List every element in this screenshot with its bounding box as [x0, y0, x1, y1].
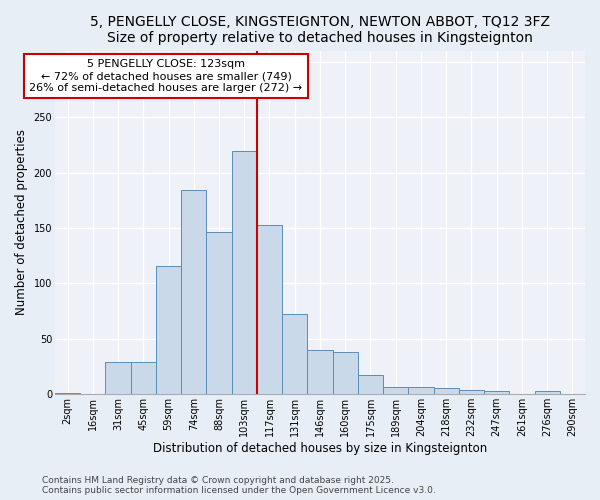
Bar [282, 314, 307, 394]
Bar [484, 391, 509, 394]
Bar [206, 232, 232, 394]
Bar [257, 224, 282, 394]
Bar [156, 266, 181, 394]
X-axis label: Distribution of detached houses by size in Kingsteignton: Distribution of detached houses by size … [153, 442, 487, 455]
Bar [383, 386, 409, 394]
Bar [55, 393, 80, 394]
Bar [358, 376, 383, 394]
Bar [459, 390, 484, 394]
Bar [409, 386, 434, 394]
Bar [106, 362, 131, 394]
Text: Contains HM Land Registry data © Crown copyright and database right 2025.
Contai: Contains HM Land Registry data © Crown c… [42, 476, 436, 495]
Bar [131, 362, 156, 394]
Bar [181, 190, 206, 394]
Text: 5 PENGELLY CLOSE: 123sqm
← 72% of detached houses are smaller (749)
26% of semi-: 5 PENGELLY CLOSE: 123sqm ← 72% of detach… [29, 60, 302, 92]
Bar [232, 152, 257, 394]
Bar [307, 350, 332, 395]
Bar [332, 352, 358, 395]
Y-axis label: Number of detached properties: Number of detached properties [15, 130, 28, 316]
Bar [535, 391, 560, 394]
Bar [434, 388, 459, 394]
Title: 5, PENGELLY CLOSE, KINGSTEIGNTON, NEWTON ABBOT, TQ12 3FZ
Size of property relati: 5, PENGELLY CLOSE, KINGSTEIGNTON, NEWTON… [90, 15, 550, 45]
